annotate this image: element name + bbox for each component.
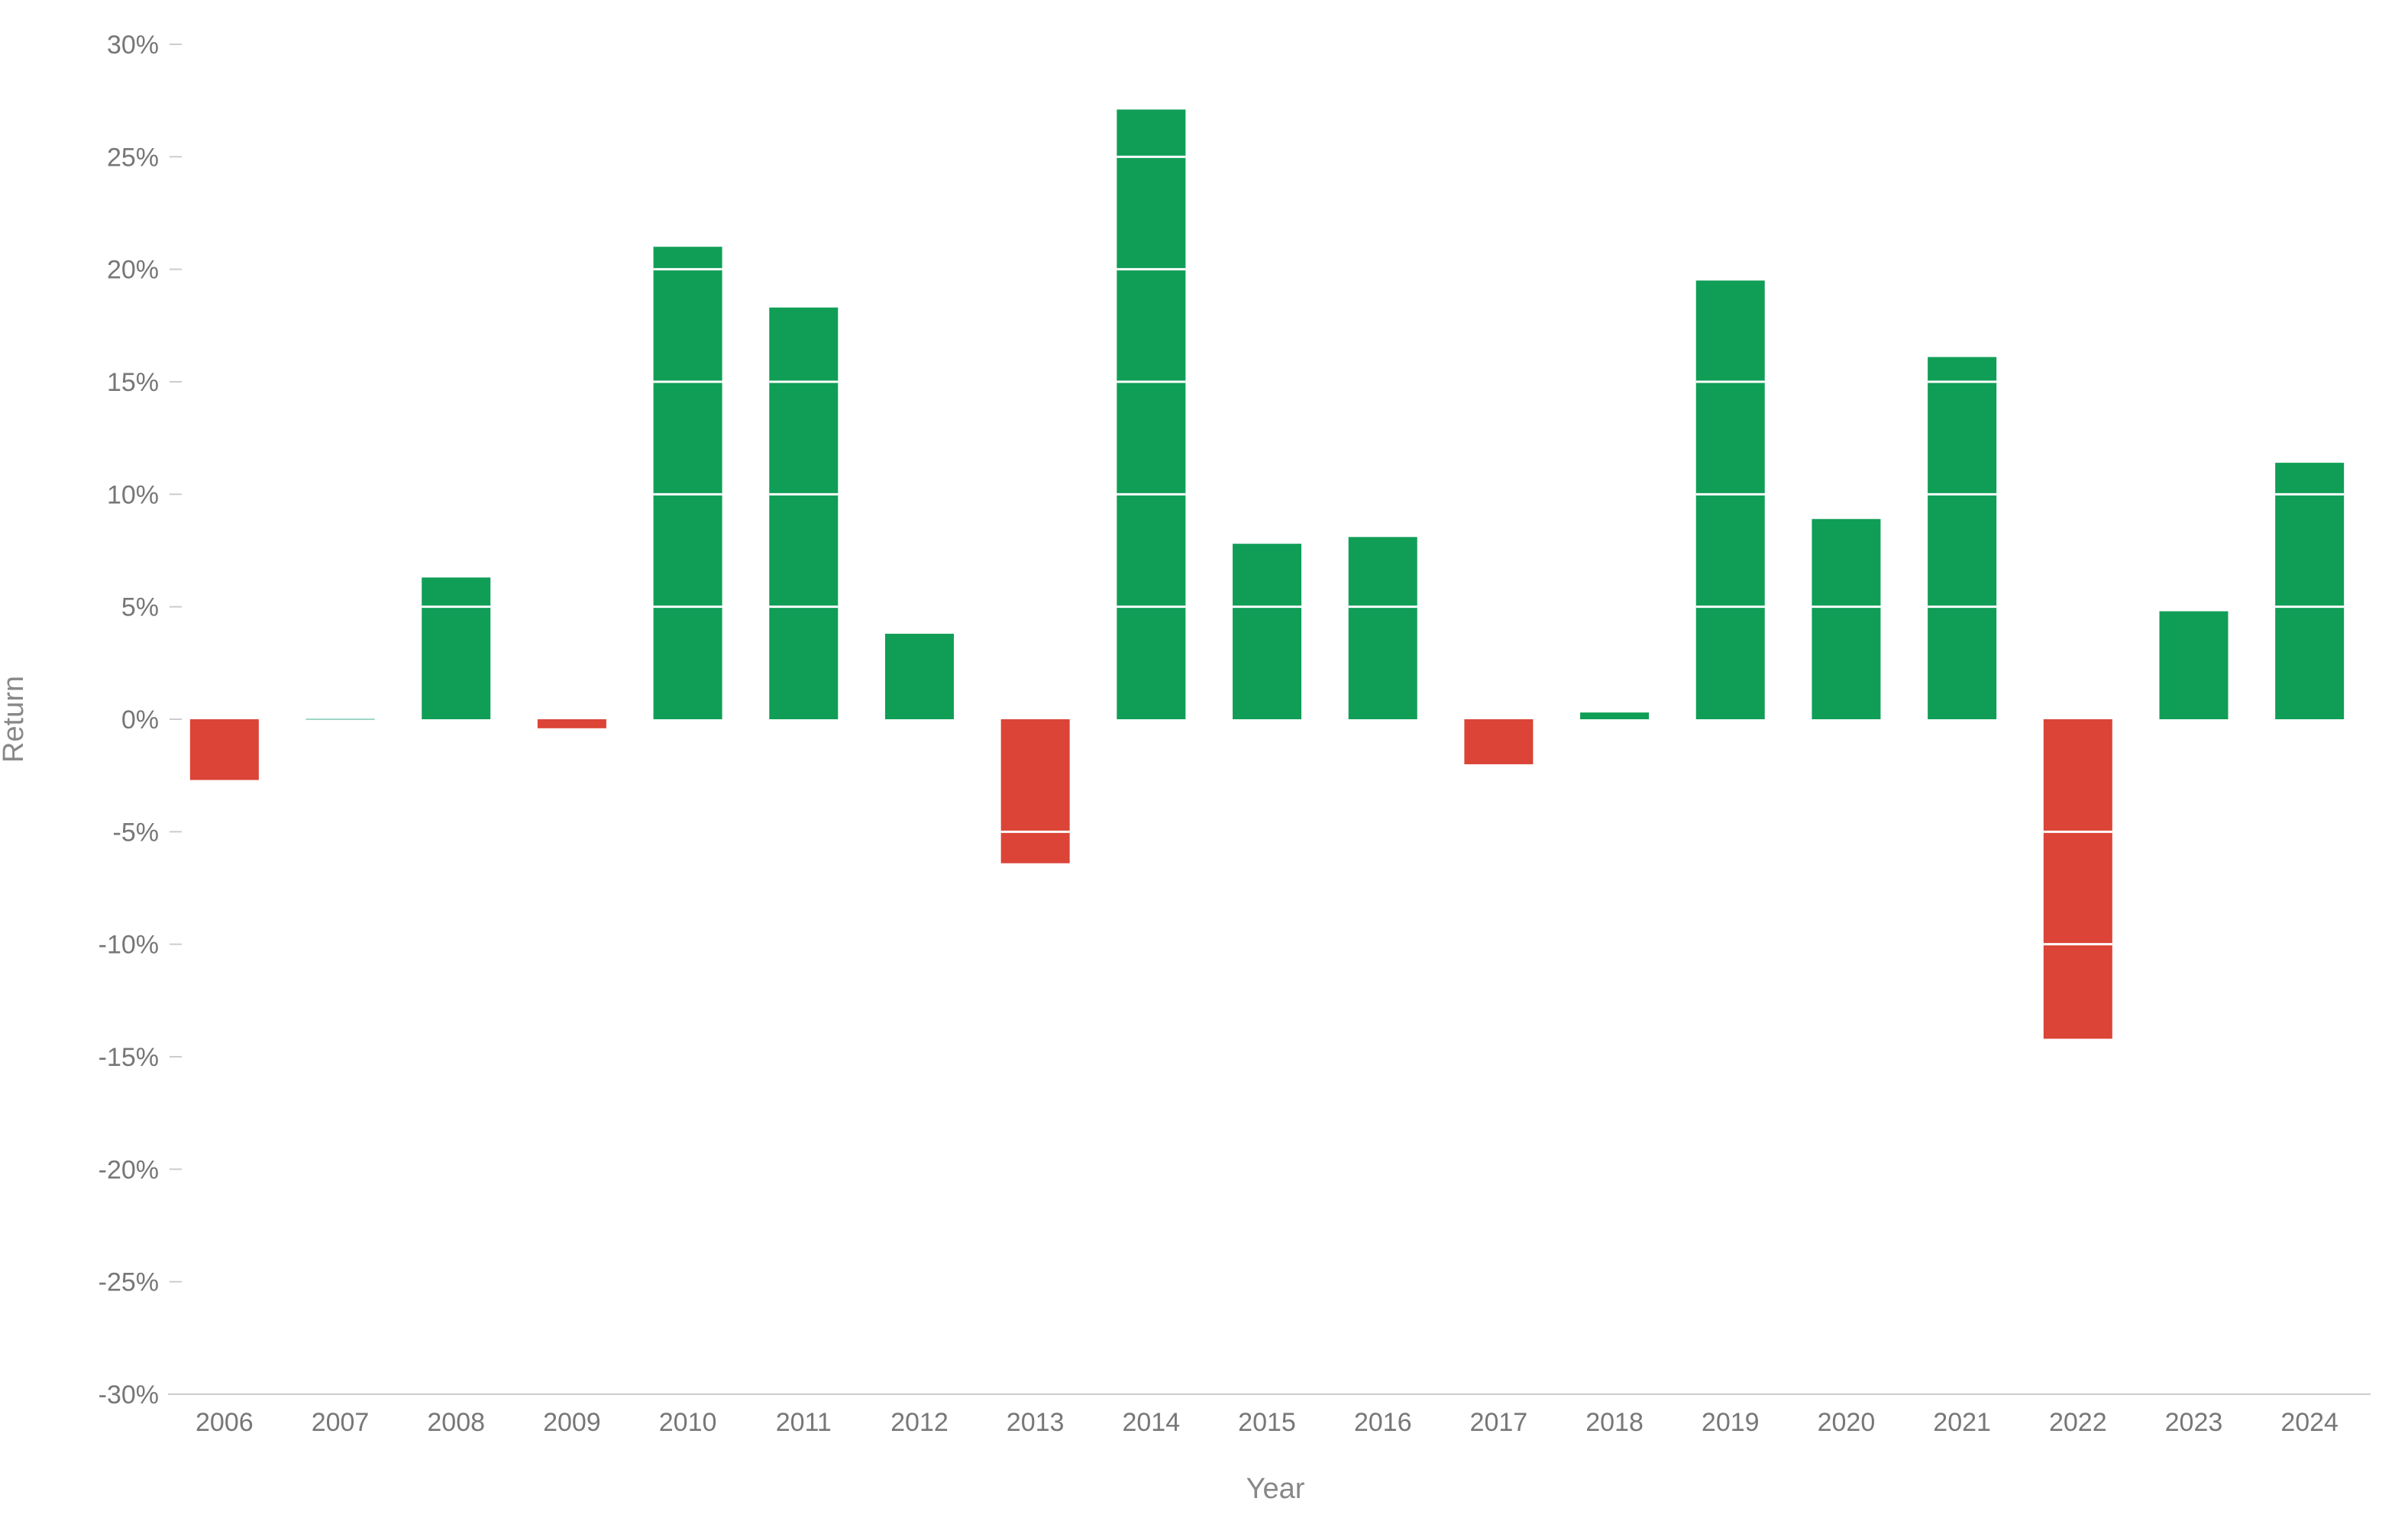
x-axis-title: Year xyxy=(1246,1473,1305,1505)
x-tick-label: 2017 xyxy=(1470,1408,1528,1437)
y-tick-label: -5% xyxy=(113,818,159,847)
y-tick-label: -30% xyxy=(99,1380,159,1409)
bar-2017 xyxy=(1464,719,1534,764)
y-axis: 30% 25% 20% 15% 10% 5% 0% -5% -10% -15% -20% -25% -3… xyxy=(99,31,182,1409)
y-axis-title: Return xyxy=(0,676,30,763)
bar-2006 xyxy=(189,719,259,780)
x-tick-label: 2011 xyxy=(776,1408,832,1437)
bars-group xyxy=(189,109,2345,1039)
x-tick-label: 2010 xyxy=(659,1408,717,1437)
x-tick-label: 2021 xyxy=(1933,1408,1991,1437)
bar-2020 xyxy=(1812,518,1881,719)
bar-2018 xyxy=(1580,712,1650,719)
bar-2023 xyxy=(2159,611,2229,719)
bar-2007 xyxy=(305,718,375,720)
y-tick-label: 5% xyxy=(121,593,159,622)
bar-2021 xyxy=(1928,357,1997,719)
x-tick-label: 2007 xyxy=(312,1408,370,1437)
x-tick-label: 2022 xyxy=(2049,1408,2107,1437)
bar-2022 xyxy=(2043,719,2112,1039)
x-tick-label: 2023 xyxy=(2165,1408,2223,1437)
y-tick-label: -20% xyxy=(99,1155,159,1184)
bar-2014 xyxy=(1117,109,1186,719)
bar-2024 xyxy=(2275,463,2345,719)
y-tick-label: 10% xyxy=(107,480,159,509)
bar-2015 xyxy=(1233,544,1301,719)
bar-2012 xyxy=(884,634,954,719)
bar-2008 xyxy=(422,577,491,719)
bar-2009 xyxy=(537,719,606,728)
x-tick-label: 2016 xyxy=(1354,1408,1412,1437)
x-axis: 2006 2007 2008 2009 2010 2011 2012 2013 2014 2015… xyxy=(168,1393,2371,1437)
x-tick-label: 2018 xyxy=(1585,1408,1644,1437)
x-tick-label: 2024 xyxy=(2280,1408,2339,1437)
bar-2011 xyxy=(769,307,839,719)
y-tick-label: 20% xyxy=(107,256,159,285)
y-tick-label: -25% xyxy=(99,1268,159,1297)
x-tick-label: 2008 xyxy=(427,1408,485,1437)
x-tick-label: 2009 xyxy=(543,1408,601,1437)
y-tick-label: -10% xyxy=(99,931,159,960)
bar-2016 xyxy=(1348,537,1417,719)
bar-2019 xyxy=(1695,280,1765,719)
y-tick-label: 25% xyxy=(107,143,159,172)
y-tick-label: 15% xyxy=(107,368,159,397)
x-tick-label: 2013 xyxy=(1007,1408,1065,1437)
y-tick-label: -15% xyxy=(99,1043,159,1072)
x-tick-label: 2012 xyxy=(890,1408,949,1437)
y-tick-label: 30% xyxy=(107,31,159,60)
y-tick-label: 0% xyxy=(121,706,159,735)
x-tick-label: 2014 xyxy=(1122,1408,1180,1437)
bar-2010 xyxy=(653,247,722,719)
bar-2013 xyxy=(1000,719,1070,864)
x-tick-label: 2020 xyxy=(1818,1408,1876,1437)
x-tick-label: 2019 xyxy=(1702,1408,1760,1437)
x-tick-label: 2006 xyxy=(196,1408,254,1437)
x-tick-label: 2015 xyxy=(1238,1408,1296,1437)
